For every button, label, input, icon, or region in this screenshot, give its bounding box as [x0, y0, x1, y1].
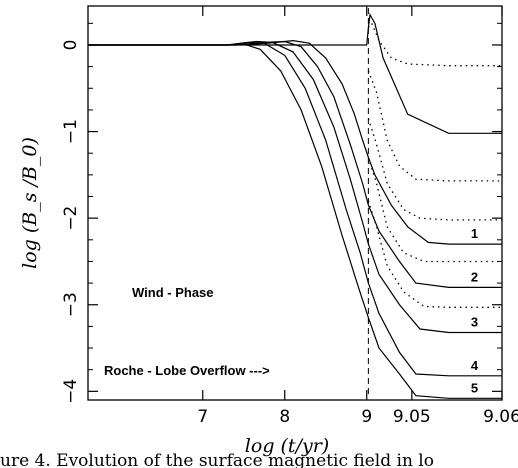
- x-tick-label: 9.05: [393, 407, 431, 427]
- series-label: 1: [471, 226, 478, 241]
- wind-phase-annotation: Wind - Phase: [132, 285, 214, 300]
- x-axis-label: log (t/yr): [245, 435, 329, 457]
- series-label: 3: [471, 314, 478, 329]
- series-line-4: [88, 41, 502, 377]
- y-axis-label: log (B_s /B_0): [19, 137, 41, 269]
- y-tick-label: −4: [61, 379, 81, 404]
- series-line-5: [88, 43, 502, 399]
- series-line-3: [88, 40, 502, 334]
- plot-frame: [87, 5, 503, 401]
- series-line-d9: [367, 200, 502, 308]
- axis-tick-labels: 7 8 9 9.05 9.06 0 −1 −2 −3 −4: [61, 40, 518, 427]
- rlof-annotation: Roche - Lobe Overflow --->: [104, 363, 270, 378]
- series-label: 2: [471, 269, 478, 284]
- x-tick-label: 7: [197, 407, 208, 427]
- figure-caption: ure 4. Evolution of the surface magnetic…: [0, 451, 434, 468]
- series-line-d1: [367, 22, 502, 67]
- series-label: 4: [471, 358, 479, 373]
- y-tick-label: −1: [61, 119, 81, 144]
- chart-series: 1 2 3 4 5: [88, 12, 502, 399]
- y-tick-label: −3: [61, 292, 81, 317]
- series-label: 5: [471, 380, 478, 395]
- y-tick-label: −2: [61, 206, 81, 231]
- x-tick-label: 9: [361, 407, 372, 427]
- x-tick-label: 9.06: [483, 407, 518, 427]
- series-line-d3: [367, 70, 502, 182]
- x-tick-label: 8: [279, 407, 290, 427]
- series-line-d0: [88, 12, 502, 134]
- series-line-2: [88, 40, 502, 288]
- y-tick-label: 0: [61, 40, 81, 51]
- series-line-d7: [367, 157, 502, 263]
- axis-ticks: [88, 6, 503, 400]
